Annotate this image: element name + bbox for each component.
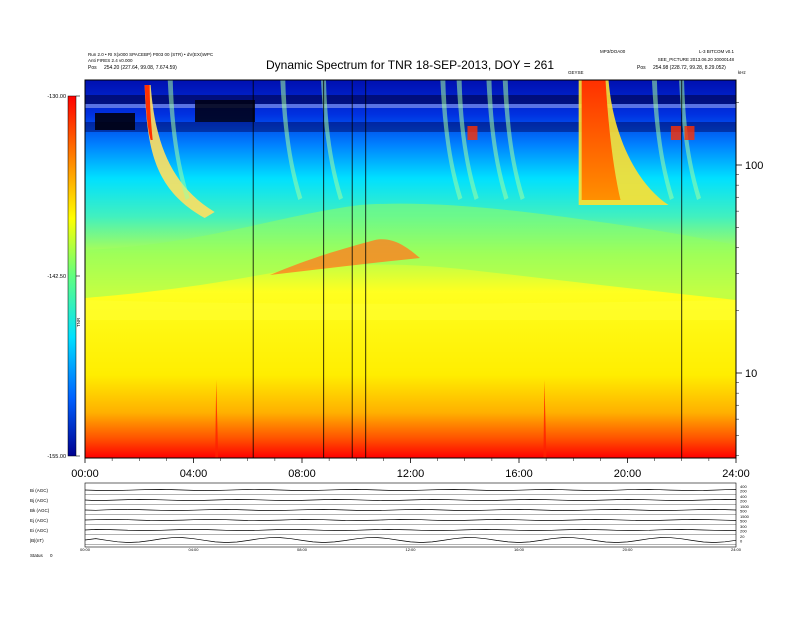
- panel-scale-label: 0: [740, 539, 743, 544]
- panel-time-label: 20:00: [622, 547, 633, 552]
- chart-title: Dynamic Spectrum for TNR 18-SEP-2013, DO…: [266, 58, 554, 72]
- upper-black-patch-2: [195, 100, 255, 122]
- frequency-corner-label: kHz: [738, 70, 746, 75]
- faint-burst-streak: [167, 80, 190, 200]
- panel-scale-label: 200: [740, 489, 747, 494]
- upper-dark-band-2: [85, 122, 736, 132]
- header-pos-label-left: Pos: [88, 65, 97, 71]
- panel-time-label: 04:00: [188, 547, 199, 552]
- faint-burst-streak: [320, 80, 343, 200]
- spectrogram-features: [85, 80, 736, 458]
- panel-time-label: 12:00: [405, 547, 416, 552]
- panel-scale-label: 20: [740, 534, 745, 539]
- panel-scale-label: 1500: [740, 504, 750, 509]
- status-value: 0: [50, 553, 53, 558]
- panel-trace: [84, 499, 737, 501]
- yellow-band: [85, 300, 736, 320]
- panel-time-label: 00:00: [80, 547, 91, 552]
- housekeeping-panel-frame: [84, 482, 737, 548]
- header-pos-label-right: Pos: [637, 65, 646, 71]
- panel-label: Bk (AGC): [30, 508, 50, 513]
- panel-time-label: 24:00: [731, 547, 742, 552]
- time-tick-label: 24:00: [722, 468, 750, 480]
- header-top-right-line2: SEE_PICTURE 2013.06.20 30000148: [658, 57, 735, 62]
- low-frequency-spike: [543, 380, 547, 458]
- faint-burst-streak: [456, 80, 479, 200]
- time-tick-label: 16:00: [505, 468, 533, 480]
- upper-dark-band: [85, 95, 736, 104]
- faint-burst-streak: [651, 80, 674, 200]
- panel-scale-label: 400: [740, 494, 747, 499]
- panel-label: Ej (AGC): [30, 518, 49, 523]
- frequency-tick-label: 100: [745, 160, 763, 172]
- colorbar: [67, 95, 77, 457]
- header-top-right-line1: L-3 BITCOM v0.1: [699, 49, 735, 54]
- intense-burst: [581, 80, 621, 200]
- type-iii-burst: [144, 85, 215, 218]
- panel-time-label: 16:00: [514, 547, 525, 552]
- upper-black-patch: [95, 113, 135, 130]
- faint-burst-streak: [679, 80, 702, 200]
- spectrogram: [85, 80, 736, 458]
- panel-scale-label: 1500: [740, 514, 750, 519]
- panel-scale-label: 500: [740, 519, 747, 524]
- time-tick-label: 20:00: [614, 468, 642, 480]
- faint-burst-streak: [280, 80, 303, 200]
- header-pos-value-left: 254.20 (227.64, 99.08, 7.674.59): [104, 65, 177, 71]
- frequency-axis: 100 10: [736, 102, 763, 457]
- panel-scale-label: 400: [740, 484, 747, 489]
- event-marker-label: GEYSE: [568, 70, 584, 75]
- panel-label: |B|(nT): [30, 538, 44, 543]
- faint-burst-streak: [486, 80, 509, 200]
- vertical-markers: [252, 80, 683, 458]
- colorbar-tick-label: -130.00: [47, 94, 66, 100]
- header-pos-value-right: 254.98 (228.72, 99.28, 8.29.052): [653, 65, 726, 71]
- colorbar-label: TNR: [76, 317, 81, 327]
- frequency-tick-label: 10: [745, 368, 757, 380]
- burst-hotspot: [684, 126, 695, 140]
- panel-scale-label: 200: [740, 529, 747, 534]
- panel-label: Ei (AGC): [30, 528, 49, 533]
- panel-trace: [84, 537, 737, 543]
- panel-label: Bj (AGC): [30, 498, 49, 503]
- panel-trace: [84, 509, 737, 511]
- header-top-left-line2: Anti FIRES 2.4 v0.000: [88, 58, 133, 63]
- colorbar-tick-label: -142.50: [47, 274, 66, 280]
- faint-burst-streak: [502, 80, 525, 200]
- type-iii-burst-core: [144, 85, 153, 140]
- panel-time-label: 08:00: [297, 547, 308, 552]
- header-mid-right: MP3/DOA00: [600, 49, 626, 54]
- panel-trace: [84, 489, 737, 491]
- panel-trace: [84, 529, 737, 531]
- panel-label: Bi (AGC): [30, 488, 49, 493]
- panel-trace: [84, 519, 737, 521]
- status-label: Status: [30, 553, 44, 558]
- colorbar-ticks: -130.00 -142.50 -155.00: [47, 94, 80, 460]
- time-tick-label: 12:00: [397, 468, 425, 480]
- panel-scale-label: 200: [740, 499, 747, 504]
- time-tick-label: 04:00: [180, 468, 208, 480]
- panel-scale-label: 300: [740, 524, 747, 529]
- panel-scale-label: 500: [740, 509, 747, 514]
- time-axis: 00:00 04:00 08:00 12:00 16:00 20:00 24:00: [71, 458, 750, 480]
- colorbar-tick-label: -155.00: [47, 454, 66, 460]
- faint-burst-streak: [440, 80, 463, 200]
- housekeeping-time-axis: 00:00 04:00 08:00 12:00 16:00 20:00 24:00: [80, 547, 742, 552]
- burst-hotspot: [467, 126, 478, 140]
- upper-light-stripe: [85, 104, 736, 108]
- time-tick-label: 08:00: [288, 468, 316, 480]
- header-top-left-line1: Run 2.0 • RI X(x000 SPACEBP) P003 00 (ST…: [88, 52, 214, 57]
- time-tick-label: 00:00: [71, 468, 99, 480]
- low-frequency-spike: [215, 380, 219, 458]
- orange-emission-ridge: [270, 239, 420, 275]
- burst-hotspot: [670, 126, 681, 140]
